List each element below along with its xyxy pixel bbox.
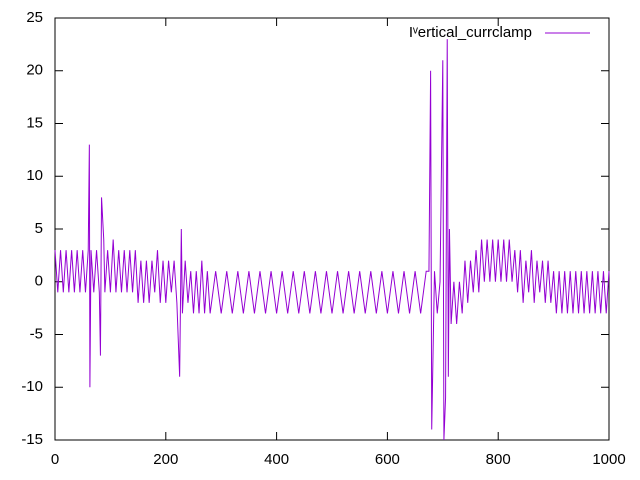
x-tick-label: 1000 [592, 451, 625, 468]
x-tick-label: 0 [51, 451, 59, 468]
y-tick-label: -5 [30, 325, 43, 342]
legend-label: Iᵛertical_currclamp [409, 24, 532, 41]
data-line [54, 39, 610, 441]
x-tick-label: 400 [264, 451, 289, 468]
y-tick-label: 5 [35, 220, 43, 237]
y-tick-label: 10 [26, 167, 43, 184]
y-tick-label: 25 [26, 9, 43, 26]
x-tick-label: 800 [486, 451, 511, 468]
y-tick-label: -15 [21, 431, 43, 448]
plot-border [54, 17, 610, 441]
y-tick-label: 15 [26, 114, 43, 131]
x-tick-label: 600 [375, 451, 400, 468]
y-tick-label: 20 [26, 62, 43, 79]
y-tick-label: -10 [21, 378, 43, 395]
x-tick-label: 200 [153, 451, 178, 468]
y-tick-label: 0 [35, 273, 43, 290]
